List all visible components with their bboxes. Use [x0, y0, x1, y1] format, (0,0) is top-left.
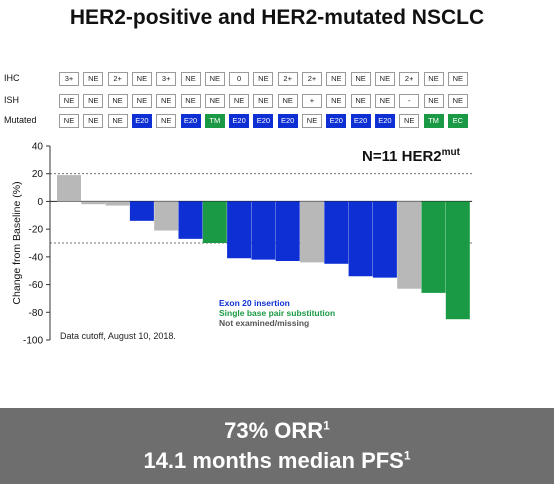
table-cell-ihc: NE [253, 72, 274, 86]
table-cell-ish: NE [59, 94, 79, 108]
bar [324, 201, 349, 264]
table-cell-ihc: 2+ [107, 72, 128, 86]
orr-result: 73% ORR1 [0, 418, 554, 444]
bar [397, 201, 422, 289]
bar [275, 201, 300, 262]
table-cell-ish: - [399, 94, 420, 108]
table-cell-ish: NE [204, 94, 225, 108]
slide-title: HER2-positive and HER2-mutated NSCLC [69, 6, 485, 29]
table-cell-ish: NE [277, 94, 298, 108]
data-cutoff-note: Data cutoff, August 10, 2018. [60, 331, 176, 341]
table-cell-mut: NE [107, 114, 128, 128]
legend-item: Exon 20 insertion [219, 298, 290, 308]
table-cell-mut: NE [302, 114, 322, 128]
table-cell-mut: TM [423, 114, 444, 128]
bar [421, 201, 446, 293]
table-cell-ihc: NE [83, 72, 104, 86]
table-cell-mut: E20 [350, 114, 371, 128]
orr-text: 73% ORR [224, 418, 324, 443]
table-cell-ish: NE [229, 94, 250, 108]
table-cell-ish: NE [156, 94, 177, 108]
table-cell-ish: NE [253, 94, 274, 108]
table-cell-mut: E20 [326, 114, 347, 128]
table-cell-ish: + [302, 94, 322, 108]
bar [251, 201, 276, 260]
table-row-label: ISH [4, 95, 20, 105]
pfs-text: 14.1 months median PFS [143, 448, 404, 473]
table-cell-ish: NE [350, 94, 371, 108]
table-cell-ihc: 0 [229, 72, 250, 86]
y-axis-label: Change from Baseline (%) [11, 181, 23, 304]
table-cell-ihc: NE [447, 72, 468, 86]
legend-item: Not examined/missing [219, 318, 309, 328]
table-cell-mut: E20 [277, 114, 298, 128]
y-tick-label: 40 [32, 142, 44, 153]
waterfall-chart: 40 20 0 -20 -40 -60 -80 -100 Change from Baselin… [11, 142, 473, 347]
pfs-footnote-ref: 1 [403, 448, 411, 463]
bar [348, 201, 373, 277]
table-cell-ihc: 2+ [277, 72, 298, 86]
orr-footnote-ref: 1 [323, 418, 330, 433]
table-cell-ihc: 2+ [399, 72, 420, 86]
table-cell-mut: EC [447, 114, 468, 128]
y-tick-label: -40 [29, 252, 44, 263]
table-cell-ihc: NE [204, 72, 225, 86]
table-cell-ish: NE [374, 94, 395, 108]
table-cell-ihc: 3+ [156, 72, 177, 86]
table-row-label: Mutated [4, 115, 37, 125]
table-cell-mut: NE [83, 114, 104, 128]
bar [154, 201, 179, 231]
table-cell-mut: E20 [180, 114, 201, 128]
table-cell-ihc: NE [326, 72, 347, 86]
table-cell-ish: NE [326, 94, 347, 108]
table-cell-ihc: NE [180, 72, 201, 86]
table-cell-mut: E20 [374, 114, 395, 128]
pfs-result: 14.1 months median PFS1 [0, 448, 554, 474]
legend-item: Single base pair substitution [219, 308, 335, 318]
table-cell-mut: NE [156, 114, 177, 128]
table-cell-ish: NE [131, 94, 152, 108]
table-cell-ish: NE [107, 94, 128, 108]
annotation-superscript: mut [442, 147, 461, 158]
bar [178, 201, 203, 239]
sample-size-annotation: N=11 HER2mut [362, 147, 461, 165]
bar [105, 201, 130, 206]
y-tick-label: -100 [23, 336, 43, 347]
table-cell-ihc: NE [423, 72, 444, 86]
table-cell-ish: NE [423, 94, 444, 108]
y-tick-label: -60 [29, 280, 44, 291]
table-cell-mut: E20 [131, 114, 152, 128]
table-cell-mut: TM [204, 114, 225, 128]
table-row-label: IHC [4, 73, 20, 83]
y-tick-label: 20 [32, 169, 44, 180]
results-banner: 73% ORR1 14.1 months median PFS1 [0, 408, 554, 484]
table-cell-ihc: NE [374, 72, 395, 86]
table-cell-mut: E20 [229, 114, 250, 128]
bar [227, 201, 252, 259]
y-tick-label: -20 [29, 225, 44, 236]
y-tick-label: -80 [29, 308, 44, 319]
table-cell-mut: NE [399, 114, 420, 128]
table-cell-ihc: 2+ [302, 72, 322, 86]
bar [129, 201, 154, 221]
table-cell-ihc: 3+ [59, 72, 79, 86]
bar [445, 201, 470, 320]
bar [372, 201, 397, 278]
bar [202, 201, 227, 243]
bar [57, 175, 81, 202]
y-tick-label: 0 [37, 197, 43, 208]
table-cell-ihc: NE [131, 72, 152, 86]
table-cell-mut: E20 [253, 114, 274, 128]
bar [300, 201, 324, 263]
table-cell-mut: NE [59, 114, 79, 128]
table-cell-ish: NE [83, 94, 104, 108]
bar [81, 201, 106, 205]
table-cell-ihc: NE [350, 72, 371, 86]
table-cell-ish: NE [180, 94, 201, 108]
table-cell-ish: NE [447, 94, 468, 108]
